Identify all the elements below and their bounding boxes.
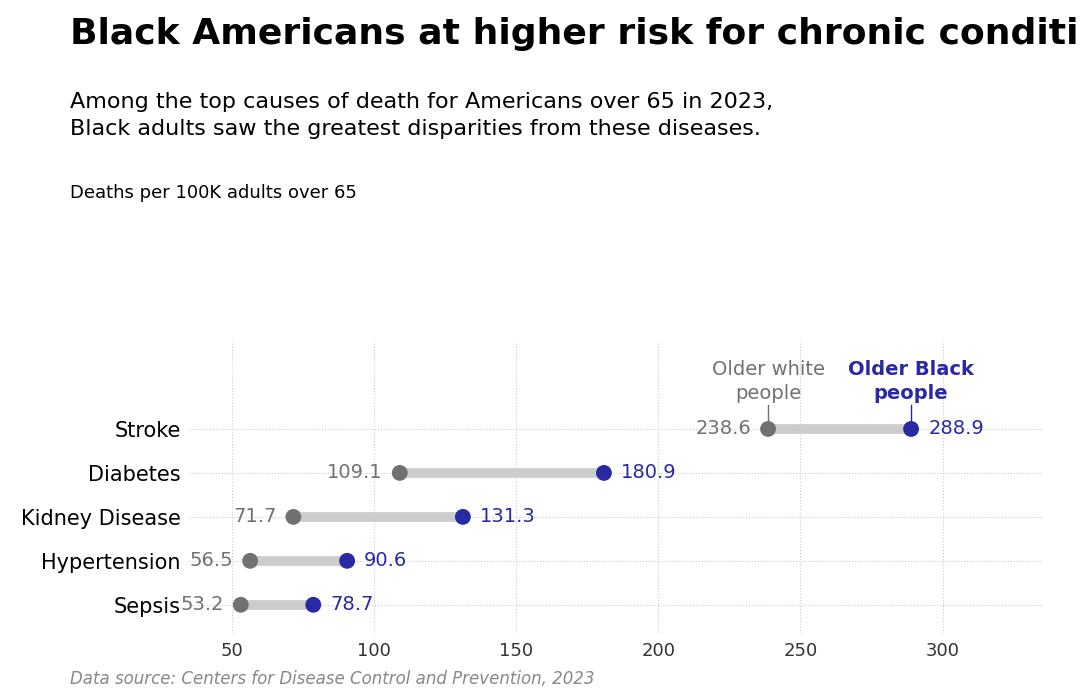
Text: Older Black
people: Older Black people	[848, 360, 974, 402]
Point	[391, 467, 408, 478]
Point	[903, 423, 920, 434]
Point	[455, 512, 472, 523]
Text: Among the top causes of death for Americans over 65 in 2023,
Black adults saw th: Among the top causes of death for Americ…	[70, 92, 773, 139]
Point	[242, 555, 259, 567]
Point	[338, 555, 355, 567]
Text: 90.6: 90.6	[364, 551, 407, 570]
Point	[305, 599, 322, 610]
Text: 53.2: 53.2	[180, 595, 224, 615]
Text: 131.3: 131.3	[480, 507, 536, 526]
Text: Black Americans at higher risk for chronic conditions: Black Americans at higher risk for chron…	[70, 17, 1080, 52]
Text: 238.6: 238.6	[696, 420, 751, 438]
Text: 56.5: 56.5	[189, 551, 233, 570]
Text: 109.1: 109.1	[327, 464, 382, 482]
Text: Older white
people: Older white people	[712, 360, 824, 402]
Point	[595, 467, 612, 478]
Text: 180.9: 180.9	[621, 464, 677, 482]
Text: 288.9: 288.9	[928, 420, 984, 438]
Point	[285, 512, 302, 523]
Text: Deaths per 100K adults over 65: Deaths per 100K adults over 65	[70, 184, 357, 203]
Point	[232, 599, 249, 610]
Point	[759, 423, 777, 434]
Text: 71.7: 71.7	[233, 507, 276, 526]
Text: Data source: Centers for Disease Control and Prevention, 2023: Data source: Centers for Disease Control…	[70, 670, 595, 688]
Text: 78.7: 78.7	[330, 595, 374, 615]
